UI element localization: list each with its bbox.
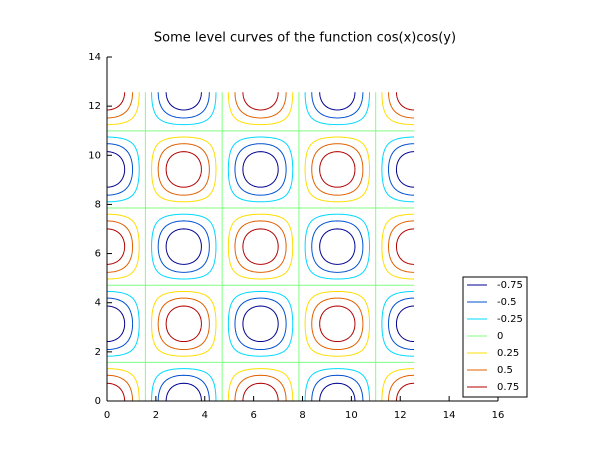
x-tick-label: 8 [299,410,305,421]
y-tick-label: 6 [95,249,101,260]
contour-line [106,92,415,402]
y-tick-label: 0 [95,396,101,407]
contour-line [106,92,415,402]
contour-line [107,92,415,401]
x-tick-label: 16 [492,410,505,421]
contour-line [106,92,415,402]
legend-label: -0.5 [497,297,517,308]
legend-label: -0.25 [497,314,523,325]
contour-line [106,92,415,402]
legend-box [462,276,528,398]
legend-label: -0.75 [497,280,523,291]
x-tick-label: 2 [153,410,159,421]
legend-label: 0.5 [497,365,513,376]
x-tick-label: 12 [394,410,407,421]
y-tick-label: 12 [88,101,101,112]
y-tick-label: 14 [88,52,101,63]
x-tick-label: 10 [345,410,358,421]
chart-title: Some level curves of the function cos(x)… [154,31,456,46]
y-tick-label: 4 [95,298,101,309]
y-tick-label: 10 [88,150,101,161]
x-tick-label: 0 [104,410,110,421]
contour-line [106,92,415,402]
y-tick-label: 2 [95,347,101,358]
x-tick-label: 6 [250,410,256,421]
contour-line [106,92,415,402]
x-tick-label: 4 [202,410,208,421]
x-tick-label: 14 [443,410,456,421]
legend-label: 0.75 [497,382,519,393]
y-tick-label: 8 [95,199,101,210]
legend-label: 0.25 [497,348,519,359]
legend-label: 0 [497,331,503,342]
